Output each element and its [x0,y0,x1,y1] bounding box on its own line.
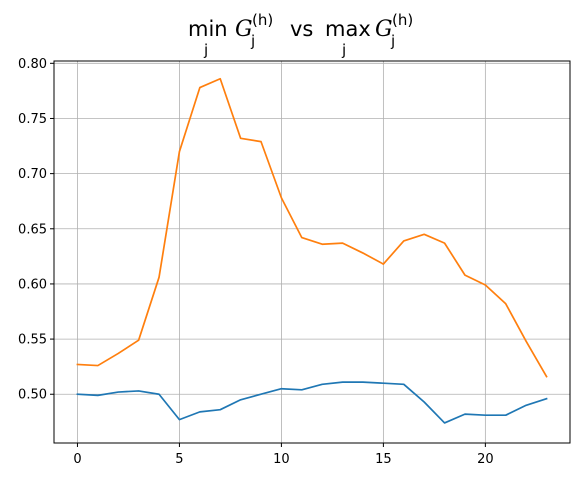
title-max-op: max [325,17,371,41]
title-g-superscript-2: (h) [392,11,413,29]
y-tick-label-0: 0.50 [18,388,47,403]
title-g-variable: G [235,17,253,42]
x-tick-label-3: 15 [375,452,392,467]
y-tick-label-2: 0.60 [18,277,47,292]
x-tick-label-2: 10 [273,452,290,467]
series-line-1 [76,77,548,378]
y-tick-label-5: 0.75 [18,112,47,127]
plot-area: 0 5 10 15 20 0.50 0.55 0.60 0.65 0.70 0.75 0.80 [18,57,571,467]
series-line-0 [76,381,548,424]
title-g-subscript-2: j [390,32,395,50]
axes-frame [53,60,571,444]
y-tick-label-1: 0.55 [18,333,47,348]
y-tick-label-4: 0.70 [18,167,47,182]
x-tick-label-1: 5 [175,452,183,467]
title-min-subscript: j [203,41,208,59]
x-tick-label-4: 20 [477,452,494,467]
y-tick-label-3: 0.65 [18,222,47,237]
title-g-variable-2: G [375,17,393,42]
title-vs: vs [290,17,313,41]
title-max-subscript: j [341,41,346,59]
title-g-subscript: j [250,32,255,50]
title-g-superscript: (h) [252,11,273,29]
chart-title: min j G (h) j vs max j G (h) j [188,11,413,59]
x-tick-label-0: 0 [73,452,81,467]
y-tick-label-6: 0.80 [18,57,47,72]
title-min-op: min [188,17,228,41]
